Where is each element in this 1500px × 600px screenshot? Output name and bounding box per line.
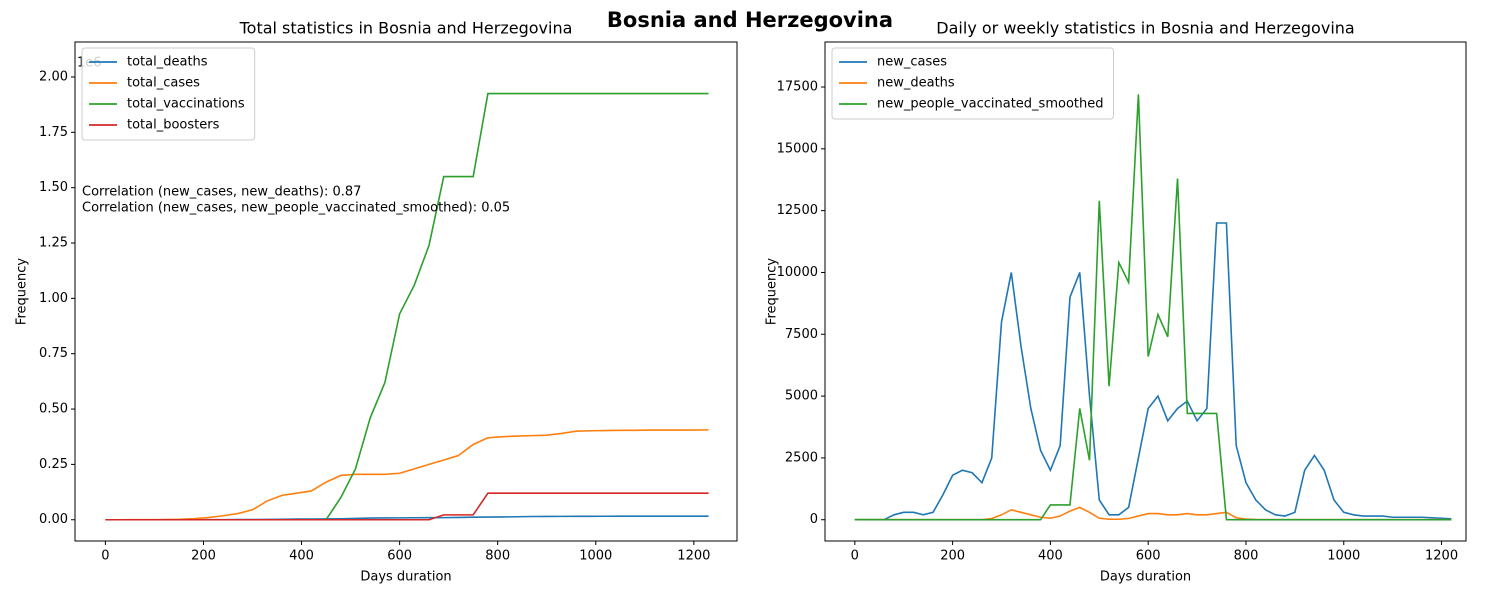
legend-label: total_cases — [127, 76, 200, 91]
legend-frame — [831, 47, 1114, 120]
x-axis-label: Days duration — [1100, 570, 1191, 585]
y-tick-label: 15000 — [777, 141, 818, 156]
y-tick-label: 1.00 — [39, 291, 68, 306]
x-tick-label: 800 — [1234, 549, 1259, 564]
y-tick-label: 0.50 — [39, 402, 68, 417]
x-tick-label: 200 — [191, 549, 216, 564]
legend-label: new_people_vaccinated_smoothed — [877, 97, 1103, 112]
x-tick-label: 1000 — [579, 549, 612, 564]
axes-title: Total statistics in Bosnia and Herzegovi… — [239, 19, 573, 38]
series-line — [105, 429, 709, 521]
y-tick-label: 17500 — [777, 80, 818, 95]
x-tick-label: 0 — [851, 549, 859, 564]
y-tick-label: 0.00 — [39, 512, 68, 527]
x-tick-label: 400 — [1038, 549, 1063, 564]
axes-frame — [824, 41, 1467, 542]
x-axis-label: Days duration — [360, 570, 451, 585]
axes-frame — [74, 41, 738, 542]
y-tick-label: 1.75 — [39, 125, 68, 140]
series-line — [105, 492, 709, 521]
y-tick-label: 1.25 — [39, 236, 68, 251]
x-tick-label: 0 — [101, 549, 109, 564]
y-tick-label: 0.25 — [39, 457, 68, 472]
y-tick-label: 1.50 — [39, 180, 68, 195]
annotation: Correlation (new_cases, new_deaths): 0.8… — [82, 185, 361, 200]
y-tick-label: 12500 — [777, 203, 818, 218]
y-tick-label: 2500 — [785, 450, 818, 465]
x-tick-label: 800 — [485, 549, 510, 564]
x-tick-label: 1000 — [1327, 549, 1360, 564]
y-tick-label: 0 — [810, 512, 818, 527]
axes-title: Daily or weekly statistics in Bosnia and… — [936, 19, 1354, 38]
x-tick-label: 400 — [289, 549, 314, 564]
series-line — [854, 94, 1452, 521]
annotation: Correlation (new_cases, new_people_vacci… — [82, 201, 510, 216]
y-tick-label: 10000 — [777, 265, 818, 280]
y-tick-label: 0.75 — [39, 346, 68, 361]
legend-label: total_deaths — [127, 55, 208, 70]
legend-label: total_vaccinations — [127, 97, 245, 112]
y-axis-label: Frequency — [15, 258, 30, 325]
y-axis-label: Frequency — [765, 258, 780, 325]
y-tick-label: 7500 — [785, 327, 818, 342]
x-tick-label: 200 — [940, 549, 965, 564]
x-tick-label: 1200 — [1425, 549, 1458, 564]
x-tick-label: 600 — [387, 549, 412, 564]
x-tick-label: 600 — [1136, 549, 1161, 564]
series-line — [854, 222, 1452, 521]
y-tick-label: 2.00 — [39, 69, 68, 84]
x-tick-label: 1200 — [677, 549, 710, 564]
legend-label: total_boosters — [127, 118, 220, 133]
y-tick-label: 5000 — [785, 389, 818, 404]
legend-label: new_cases — [877, 55, 947, 70]
legend-frame — [81, 47, 256, 141]
figure-title: Bosnia and Herzegovina — [607, 8, 893, 32]
legend-label: new_deaths — [877, 76, 955, 91]
